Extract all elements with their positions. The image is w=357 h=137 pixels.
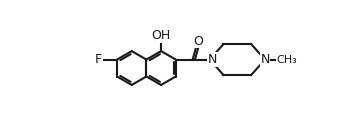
Text: O: O <box>193 35 203 48</box>
Text: N: N <box>208 53 217 66</box>
Text: F: F <box>95 53 102 66</box>
Text: N: N <box>260 53 270 66</box>
Text: CH₃: CH₃ <box>276 55 297 65</box>
Text: OH: OH <box>151 29 171 42</box>
